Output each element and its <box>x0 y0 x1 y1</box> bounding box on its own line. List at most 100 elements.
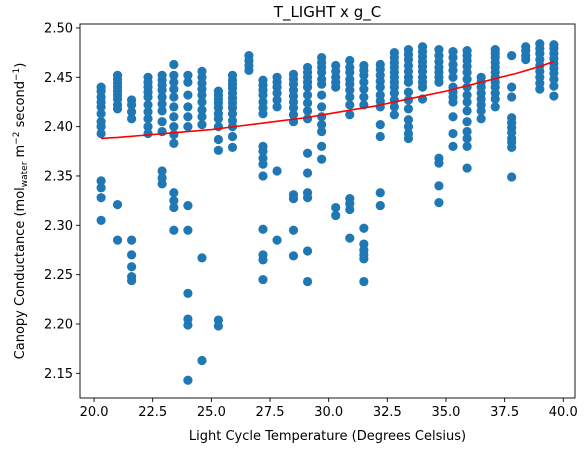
data-point <box>197 105 207 115</box>
data-point <box>258 224 268 234</box>
data-point <box>359 92 369 102</box>
data-point <box>96 109 106 119</box>
data-point <box>507 142 517 152</box>
data-point <box>549 81 559 91</box>
data-point <box>183 70 193 80</box>
data-point <box>258 159 268 169</box>
data-point <box>302 276 313 287</box>
data-point <box>535 84 545 94</box>
data-point <box>375 200 385 211</box>
data-point <box>359 223 369 233</box>
data-point <box>258 255 268 265</box>
data-point <box>169 202 179 213</box>
y-label-superscript-2: −1 <box>12 68 22 81</box>
data-point <box>403 133 414 144</box>
x-tick-label: 40.0 <box>549 405 578 420</box>
data-point <box>462 67 472 77</box>
y-tick-label: 2.40 <box>44 120 73 135</box>
data-point <box>157 117 167 127</box>
y-axis-ticks: 2.15 2.20 2.25 2.30 2.35 2.40 2.45 2.50 <box>44 21 80 382</box>
data-point <box>359 70 369 80</box>
x-tick-label: 37.5 <box>490 405 519 420</box>
data-point <box>213 145 224 155</box>
data-point <box>434 77 444 87</box>
data-point <box>258 146 268 156</box>
data-point <box>490 102 500 112</box>
data-point <box>375 120 385 130</box>
y-label-mid1: m <box>13 145 28 162</box>
data-point <box>288 251 299 261</box>
data-point <box>434 198 444 208</box>
data-point <box>302 106 313 116</box>
data-point <box>157 85 167 95</box>
y-tick-label: 2.25 <box>44 268 73 283</box>
y-tick-label: 2.50 <box>44 21 73 36</box>
data-point <box>143 107 153 117</box>
chart-title: T_LIGHT x g_C <box>273 3 381 22</box>
data-point <box>96 215 106 225</box>
data-point <box>197 120 207 130</box>
data-point <box>417 82 428 92</box>
data-point <box>375 82 385 92</box>
data-point <box>448 65 458 75</box>
data-point <box>345 85 355 95</box>
data-point <box>507 92 517 102</box>
data-point <box>403 95 414 105</box>
data-point <box>317 79 327 89</box>
data-point <box>331 210 341 221</box>
data-point <box>96 193 106 203</box>
data-point <box>389 102 399 112</box>
data-point <box>272 88 282 98</box>
x-tick-label: 35.0 <box>431 405 460 420</box>
y-label-tail: ) <box>13 63 28 68</box>
data-point <box>227 142 238 152</box>
data-point <box>197 90 207 100</box>
data-point <box>403 104 414 114</box>
data-point <box>169 129 179 140</box>
data-point <box>169 92 179 102</box>
data-point <box>462 126 472 137</box>
data-point <box>448 141 458 151</box>
data-point <box>403 87 414 97</box>
data-point <box>317 112 327 122</box>
data-point <box>345 92 355 102</box>
data-point <box>169 59 179 70</box>
data-point <box>448 52 458 63</box>
data-point <box>302 148 313 158</box>
data-point <box>272 95 282 105</box>
data-point <box>490 94 500 104</box>
data-point <box>359 276 369 287</box>
x-tick-label: 27.5 <box>256 405 285 420</box>
data-point <box>183 320 193 330</box>
data-point <box>169 196 179 206</box>
data-point <box>345 204 355 215</box>
data-point <box>169 102 179 112</box>
data-point <box>127 100 137 110</box>
data-point <box>302 193 313 203</box>
y-label-mid2: second <box>13 81 28 132</box>
data-point <box>462 90 472 100</box>
data-point <box>359 77 369 87</box>
data-point <box>143 100 153 110</box>
data-point <box>448 112 458 122</box>
data-point <box>462 163 472 173</box>
data-point <box>169 225 179 235</box>
data-point <box>112 104 123 114</box>
data-point <box>169 188 179 198</box>
data-point <box>258 109 268 119</box>
data-point <box>403 77 414 87</box>
data-point <box>317 67 327 77</box>
data-point <box>244 65 254 75</box>
data-point <box>127 262 137 272</box>
data-point <box>112 235 123 245</box>
data-point <box>331 82 341 92</box>
data-point <box>302 82 313 92</box>
data-point <box>213 321 224 331</box>
data-points <box>96 39 559 385</box>
x-axis-ticks: 20.0 22.5 25.0 27.5 30.0 32.5 35.0 37.5 40.0 <box>80 398 578 420</box>
data-point <box>258 274 268 285</box>
y-axis-label: Canopy Conductance (molwater m−2 second−… <box>12 63 30 360</box>
data-point <box>157 92 167 102</box>
data-point <box>183 90 193 100</box>
data-point <box>345 233 355 243</box>
